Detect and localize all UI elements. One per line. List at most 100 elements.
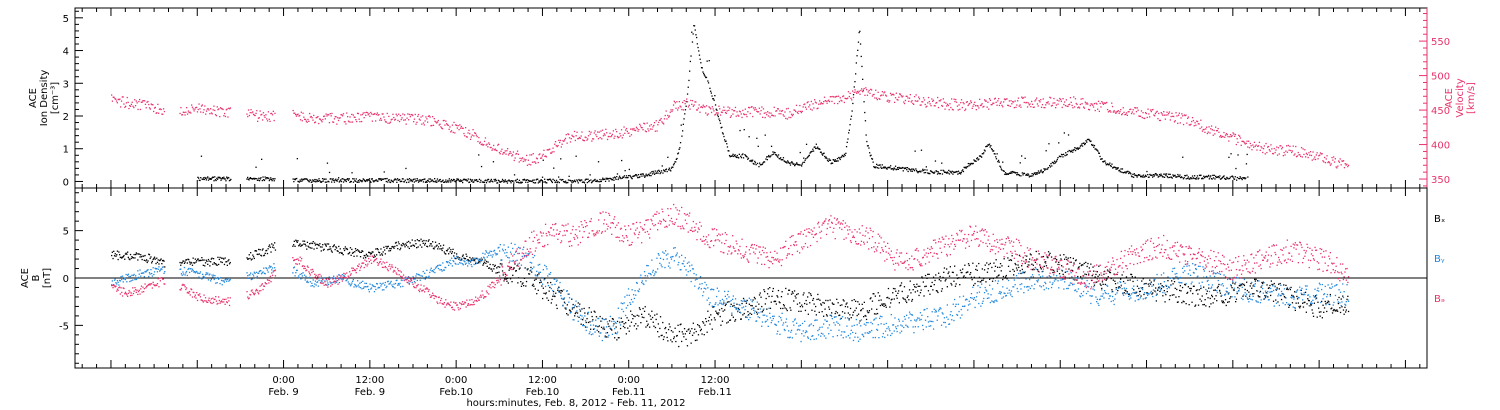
density-velocity-point xyxy=(300,178,303,180)
density-velocity-point xyxy=(1153,175,1155,177)
magnetic-field-point xyxy=(265,250,267,252)
density-velocity-point xyxy=(357,181,359,183)
density-velocity-point xyxy=(488,143,491,145)
density-velocity-point xyxy=(202,177,205,179)
density-velocity-point xyxy=(482,181,484,183)
density-velocity-point xyxy=(258,177,260,179)
magnetic-field-point xyxy=(852,311,855,313)
density-velocity-point xyxy=(921,170,923,172)
density-velocity-point xyxy=(1346,163,1348,165)
magnetic-field-point xyxy=(1007,265,1010,267)
density-velocity-point xyxy=(1208,174,1210,177)
magnetic-field-point xyxy=(1330,308,1332,310)
magnetic-field-point xyxy=(579,303,581,305)
density-velocity-point xyxy=(1069,103,1071,105)
density-velocity-point xyxy=(675,161,677,163)
density-velocity-point xyxy=(1233,178,1235,180)
density-velocity-point xyxy=(1232,176,1234,178)
magnetic-field-point xyxy=(491,268,493,270)
density-velocity-point xyxy=(735,115,737,117)
density-velocity-point xyxy=(957,109,959,111)
density-velocity-point xyxy=(252,111,254,113)
density-velocity-point xyxy=(776,108,779,110)
density-velocity-point xyxy=(940,99,942,101)
density-velocity-point xyxy=(1016,174,1018,176)
magnetic-field-point xyxy=(981,279,983,282)
magnetic-field-point xyxy=(144,254,146,257)
velocity-tick-label: 400 xyxy=(1431,141,1450,152)
density-velocity-point xyxy=(1147,176,1150,178)
magnetic-field-point xyxy=(350,254,352,256)
density-velocity-point xyxy=(189,111,191,113)
density-velocity-point xyxy=(969,163,971,165)
density-velocity-point xyxy=(698,54,701,56)
density-velocity-point xyxy=(892,168,894,170)
density-velocity-point xyxy=(679,142,682,144)
density-velocity-point xyxy=(316,180,318,183)
magnetic-field-point xyxy=(352,251,354,254)
density-velocity-point xyxy=(1009,172,1011,174)
density-velocity-point xyxy=(1121,168,1124,170)
density-velocity-point xyxy=(812,148,814,150)
density-velocity-point xyxy=(1048,143,1050,145)
density-velocity-point xyxy=(219,176,221,178)
density-velocity-point xyxy=(910,101,912,103)
density-velocity-point xyxy=(983,152,985,154)
density-velocity-point xyxy=(557,144,559,147)
magnetic-field-point xyxy=(1262,282,1264,285)
magnetic-field-point xyxy=(858,303,860,305)
density-velocity-point xyxy=(592,180,594,182)
density-velocity-point xyxy=(344,121,346,123)
density-velocity-point xyxy=(911,170,913,172)
density-velocity-point xyxy=(446,123,448,125)
density-velocity-point xyxy=(1126,171,1128,173)
magnetic-field-point xyxy=(512,274,514,276)
density-velocity-point xyxy=(782,114,784,116)
density-velocity-point xyxy=(1222,136,1224,138)
density-velocity-point xyxy=(310,179,312,181)
density-velocity-point xyxy=(1091,143,1093,146)
density-velocity-point xyxy=(410,114,412,116)
magnetic-field-point xyxy=(590,311,592,313)
density-velocity-point xyxy=(927,96,930,99)
density-velocity-point xyxy=(633,127,635,130)
density-velocity-point xyxy=(354,180,356,182)
density-velocity-point xyxy=(574,181,577,183)
density-velocity-point xyxy=(891,93,893,96)
magnetic-field-point xyxy=(888,297,890,300)
magnetic-field-point xyxy=(870,297,872,299)
magnetic-field-point xyxy=(917,285,919,287)
magnetic-field-point xyxy=(688,328,690,330)
magnetic-field-point xyxy=(1165,294,1167,296)
magnetic-field-point xyxy=(261,249,263,251)
magnetic-field-point xyxy=(199,259,202,262)
density-velocity-point xyxy=(528,163,530,165)
magnetic-field-point xyxy=(1219,292,1222,294)
density-velocity-point xyxy=(652,126,654,128)
density-velocity-point xyxy=(526,154,528,157)
density-velocity-point xyxy=(766,156,768,158)
magnetic-field-point xyxy=(899,285,901,287)
density-velocity-point xyxy=(932,100,934,102)
magnetic-field-point xyxy=(368,251,370,254)
density-velocity-point xyxy=(656,172,658,174)
density-velocity-point xyxy=(688,104,690,106)
density-velocity-point xyxy=(1152,174,1154,176)
density-velocity-point xyxy=(1205,175,1208,177)
density-velocity-point xyxy=(361,181,363,183)
magnetic-field-point xyxy=(366,255,368,257)
magnetic-field-point xyxy=(761,305,763,308)
density-velocity-point xyxy=(735,156,737,158)
density-velocity-point xyxy=(529,180,531,182)
density-velocity-point xyxy=(723,106,725,108)
density-velocity-point xyxy=(626,177,628,179)
density-velocity-point xyxy=(649,125,651,127)
density-velocity-point xyxy=(257,179,259,181)
density-velocity-point xyxy=(1102,161,1105,163)
density-velocity-point xyxy=(989,146,991,148)
magnetic-field-point xyxy=(892,287,895,290)
density-velocity-point xyxy=(691,100,694,102)
magnetic-field-point xyxy=(861,303,863,305)
density-velocity-point xyxy=(899,93,901,95)
density-velocity-point xyxy=(854,89,856,91)
